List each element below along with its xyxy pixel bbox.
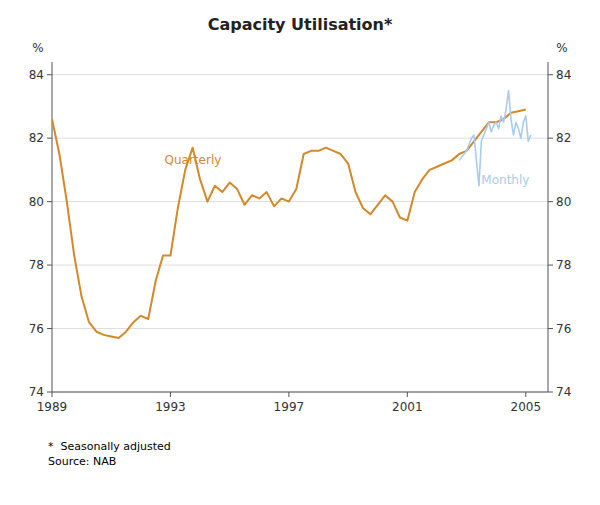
x-axis-line (52, 392, 548, 393)
y-tick (47, 74, 52, 75)
y-tick-label: 78 (29, 258, 44, 272)
x-tick (170, 392, 171, 397)
footnote: * Seasonally adjusted Source: NAB (48, 440, 171, 468)
x-tick (407, 392, 408, 397)
y-axis-line (52, 62, 53, 392)
grid-line (52, 201, 548, 202)
grid-line (52, 392, 548, 393)
footnote-line: Source: NAB (48, 455, 116, 468)
x-tick-label: 2001 (392, 400, 423, 414)
y2-axis-line (548, 62, 549, 392)
grid (52, 75, 548, 392)
y2-tick-label: 80 (556, 195, 571, 209)
y-tick (47, 138, 52, 139)
y-tick (47, 265, 52, 266)
y-tick-label: 82 (29, 131, 44, 145)
x-tick-label: 1993 (155, 400, 186, 414)
y2-tick-label: 76 (556, 322, 571, 336)
y-axis-label: % (32, 41, 43, 55)
y2-tick (548, 74, 553, 75)
y2-tick-label: 78 (556, 258, 571, 272)
series-line (52, 110, 526, 338)
y-tick (47, 201, 52, 202)
y2-tick (548, 265, 553, 266)
y2-tick-label: 84 (556, 68, 571, 82)
y-tick-label: 80 (29, 195, 44, 209)
y2-tick-label: 74 (556, 385, 571, 399)
x-tick (525, 392, 526, 397)
y2-tick (548, 201, 553, 202)
grid-line (52, 265, 548, 266)
y2-axis-label: % (556, 41, 567, 55)
y-tick-label: 84 (29, 68, 44, 82)
x-tick-label: 1997 (274, 400, 305, 414)
x-tick (52, 392, 53, 397)
x-tick (288, 392, 289, 397)
y-tick (47, 392, 52, 393)
x-tick-label: 2005 (511, 400, 542, 414)
grid-line (52, 328, 548, 329)
y-tick-label: 74 (29, 385, 44, 399)
axes: 1989 1993 1997 2001 2005 74 76 78 80 82 84 74 76 78 80… (29, 62, 572, 414)
chart: Capacity Utilisation* 1989 1993 1997 2001 200… (0, 0, 600, 505)
y2-tick (548, 138, 553, 139)
x-tick-label: 1989 (37, 400, 68, 414)
y2-tick (548, 328, 553, 329)
plot-area (52, 91, 531, 339)
footnote-line: * Seasonally adjusted (48, 440, 171, 453)
annotation: Quarterly (165, 153, 222, 167)
series-line (459, 91, 531, 186)
annotation: Monthly (481, 173, 529, 187)
title: Capacity Utilisation* (208, 15, 393, 34)
y2-tick-label: 82 (556, 131, 571, 145)
y-tick (47, 328, 52, 329)
grid-line (52, 74, 548, 75)
y-tick-label: 76 (29, 322, 44, 336)
y2-tick (548, 392, 553, 393)
